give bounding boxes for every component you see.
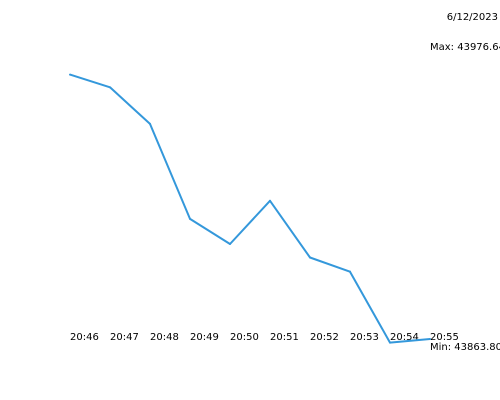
data-point [109, 86, 111, 89]
max-value-label: Max: 43976.64 [430, 42, 500, 53]
x-tick-label: 20:53 [350, 332, 379, 343]
x-tick-label: 20:51 [270, 332, 299, 343]
data-point [149, 122, 151, 125]
x-tick-label: 20:55 [430, 332, 459, 343]
data-point [269, 199, 271, 202]
x-tick-label: 20:49 [190, 332, 219, 343]
data-point [69, 73, 71, 76]
data-point [349, 270, 351, 273]
series-line [69, 73, 431, 344]
x-tick-label: 20:52 [310, 332, 339, 343]
x-tick-label: 20:46 [70, 332, 99, 343]
data-point [309, 256, 311, 259]
data-point [229, 243, 231, 246]
x-tick-label: 20:47 [110, 332, 139, 343]
x-axis-tick-labels: 20:46 20:47 20:48 20:49 20:50 20:51 20:52 20:53… [70, 332, 459, 343]
min-value-label: Min: 43863.80 [430, 342, 500, 353]
x-tick-label: 20:54 [390, 332, 419, 343]
data-point [189, 217, 191, 220]
data-point [389, 341, 391, 344]
date-label: 6/12/2023 [447, 12, 498, 23]
data-point [429, 338, 431, 341]
x-tick-label: 20:48 [150, 332, 179, 343]
x-tick-label: 20:50 [230, 332, 259, 343]
series-layer [69, 73, 431, 344]
